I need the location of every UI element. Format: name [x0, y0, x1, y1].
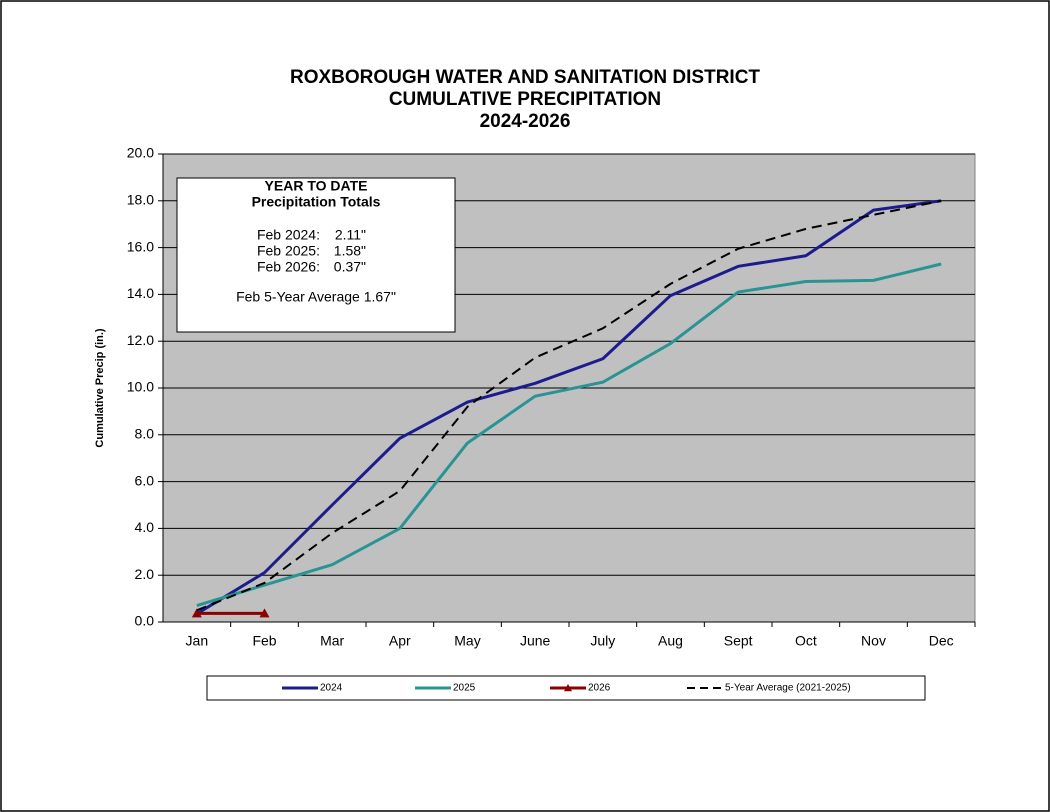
- y-tick-label: 4.0: [135, 519, 155, 535]
- annotation-label: Feb 2026:: [257, 259, 320, 275]
- x-tick-label: July: [590, 633, 615, 649]
- annotation-footer: Feb 5-Year Average 1.67": [236, 289, 396, 305]
- annotation-label: Feb 2024:: [257, 227, 320, 243]
- annotation-heading: Precipitation Totals: [252, 194, 381, 210]
- x-tick-label: May: [454, 633, 480, 649]
- x-tick-label: Mar: [320, 633, 344, 649]
- y-axis-label: Cumulative Precip (in.): [94, 328, 106, 448]
- y-tick-label: 18.0: [127, 192, 154, 208]
- annotation-label: Feb 2025:: [257, 243, 320, 259]
- y-tick-label: 14.0: [127, 285, 154, 301]
- chart-title: ROXBOROUGH WATER AND SANITATION DISTRICT: [290, 67, 760, 88]
- series-line: [196, 199, 942, 616]
- x-tick-label: Jan: [186, 633, 209, 649]
- series-line: [196, 262, 942, 608]
- x-tick-label: Nov: [861, 633, 886, 649]
- annotation-heading: YEAR TO DATE: [265, 178, 368, 194]
- chart-title: CUMULATIVE PRECIPITATION: [389, 89, 661, 110]
- y-tick-label: 16.0: [127, 238, 154, 254]
- x-tick-label: Sept: [724, 633, 753, 649]
- x-tick-label: June: [520, 633, 551, 649]
- y-tick-label: 6.0: [135, 472, 155, 488]
- point-marker: [259, 608, 270, 618]
- legend-label: 2026: [588, 683, 611, 694]
- x-tick-label: Apr: [389, 633, 411, 649]
- y-tick-label: 2.0: [135, 566, 155, 582]
- annotation-box: [176, 177, 456, 333]
- y-tick-label: 12.0: [127, 332, 154, 348]
- y-tick-label: 0.0: [135, 613, 155, 629]
- chart-title: 2024-2026: [480, 111, 571, 132]
- x-tick-label: Oct: [795, 633, 817, 649]
- x-tick-label: Aug: [658, 633, 683, 649]
- annotation-value: 0.37": [334, 259, 366, 275]
- y-tick-label: 8.0: [135, 426, 155, 442]
- annotation-value: 1.58": [334, 243, 366, 259]
- series-line: [196, 199, 942, 612]
- legend-marker: [564, 684, 572, 692]
- x-tick-label: Feb: [252, 633, 276, 649]
- y-tick-label: 20.0: [127, 145, 154, 161]
- legend-label: 2025: [453, 683, 476, 694]
- y-tick-label: 10.0: [127, 379, 154, 395]
- annotation-value: 2.11": [335, 227, 366, 243]
- legend-label: 2024: [320, 683, 343, 694]
- legend-label: 5-Year Average (2021-2025): [725, 683, 851, 694]
- x-tick-label: Dec: [929, 633, 954, 649]
- point-marker: [191, 608, 202, 618]
